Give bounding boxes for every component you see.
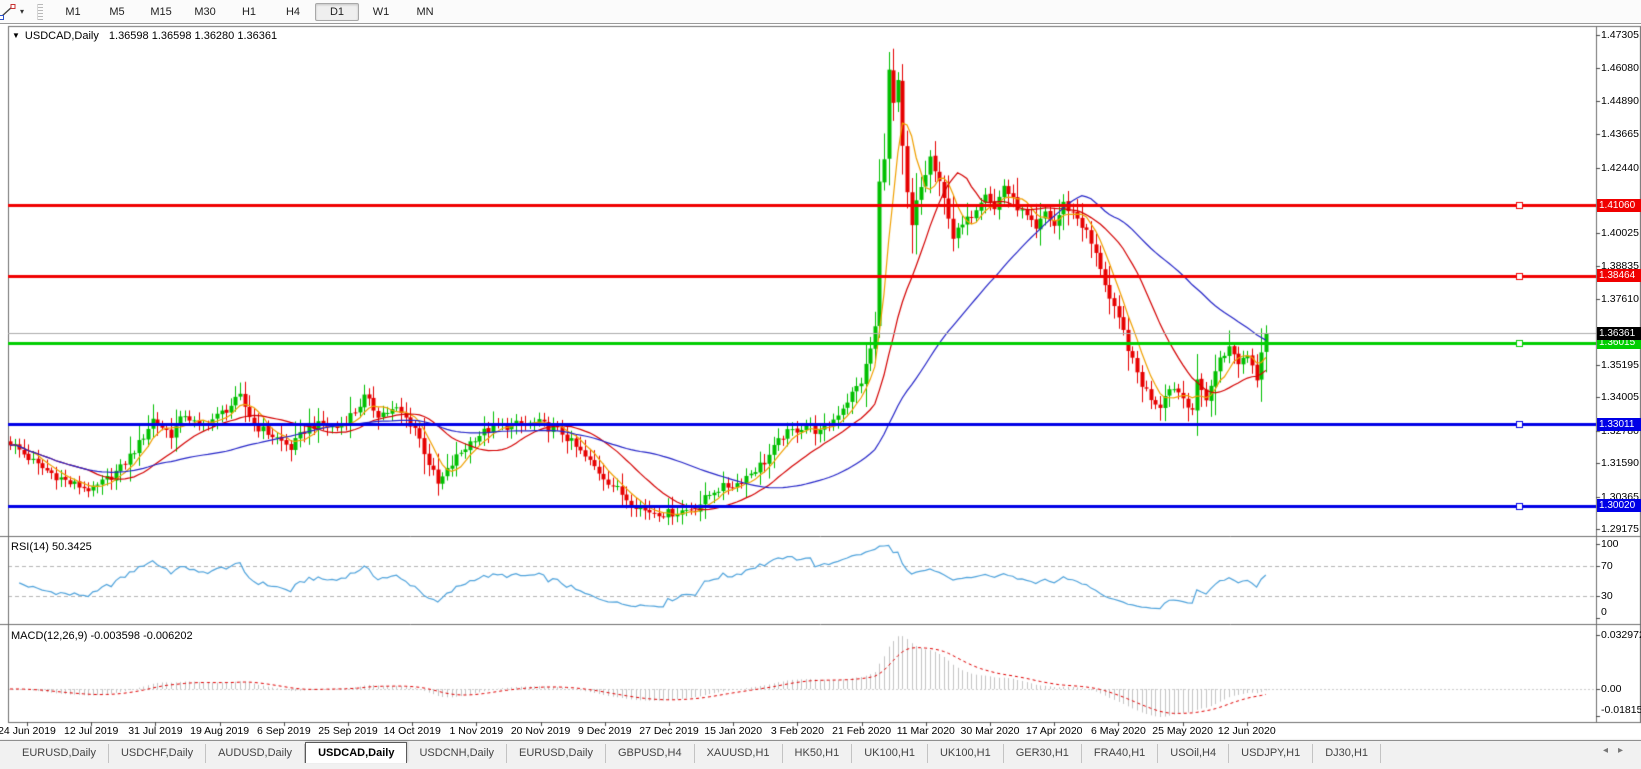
tab-scroll-left-button[interactable]: ◂ [1602,745,1618,756]
chart-tabs: EURUSD,Daily USDCHF,Daily AUDUSD,Daily USDC… [0,741,1382,763]
chart-tab-fra40-h1[interactable]: FRA40,H1 [1082,744,1159,763]
timeframe-button-h4[interactable]: H4 [285,5,301,18]
timeframe-button-m15[interactable]: M15 [150,5,172,18]
chart-tab-dj30-h1[interactable]: DJ30,H1 [1313,744,1382,763]
tab-scroll-buttons: ◂▸ [1603,745,1633,756]
trendline-tool-button[interactable]: ▾ [0,2,27,22]
chart-tab-usdcad-daily[interactable]: USDCAD,Daily [305,742,408,763]
chart-tab-usdjpy-h1[interactable]: USDJPY,H1 [1229,744,1314,763]
timeframe-button-w1[interactable]: W1 [372,5,390,18]
timeframe-button-group: M1 M5 M15 M30 H1 H4 D1 W1 MN [51,0,447,23]
trendline-tool-icon [0,3,16,20]
timeframe-button-m5[interactable]: M5 [109,5,125,18]
chart-tab-uk100-h1[interactable]: UK100,H1 [852,744,928,763]
chevron-down-icon: ▾ [20,7,25,16]
timeframe-button-mn[interactable]: MN [416,5,434,18]
chart-tab-usdchf-daily[interactable]: USDCHF,Daily [109,744,207,763]
chart-tab-usoil-h4[interactable]: USOil,H4 [1158,744,1230,763]
chart-tab-ger30-h1[interactable]: GER30,H1 [1004,744,1082,763]
timeframe-button-d1[interactable]: D1 [315,2,360,21]
toolbar-grip[interactable] [37,3,44,20]
tab-scroll-right-button[interactable]: ▸ [1617,745,1633,756]
chart-tab-uk100-h1[interactable]: UK100,H1 [928,744,1004,763]
chart-tab-hk50-h1[interactable]: HK50,H1 [783,744,853,763]
chart-tab-usdcnh-daily[interactable]: USDCNH,Daily [407,744,508,763]
chart-tab-audusd-daily[interactable]: AUDUSD,Daily [206,744,306,763]
chart-tab-xauusd-h1[interactable]: XAUUSD,H1 [695,744,783,763]
timeframe-button-m30[interactable]: M30 [194,5,216,18]
chart-tab-eurusd-daily[interactable]: EURUSD,Daily [10,744,109,763]
chart-tab-eurusd-daily[interactable]: EURUSD,Daily [507,744,606,763]
timeframe-button-h1[interactable]: H1 [241,5,257,18]
chart-tab-bar: EURUSD,Daily USDCHF,Daily AUDUSD,Daily USDC… [0,740,1641,769]
chart-tab-gbpusd-h4[interactable]: GBPUSD,H4 [606,744,695,763]
timeframe-button-m1[interactable]: M1 [65,5,81,18]
top-toolbar: ▾ M1 M5 M15 M30 H1 H4 D1 W1 MN [0,0,1641,24]
